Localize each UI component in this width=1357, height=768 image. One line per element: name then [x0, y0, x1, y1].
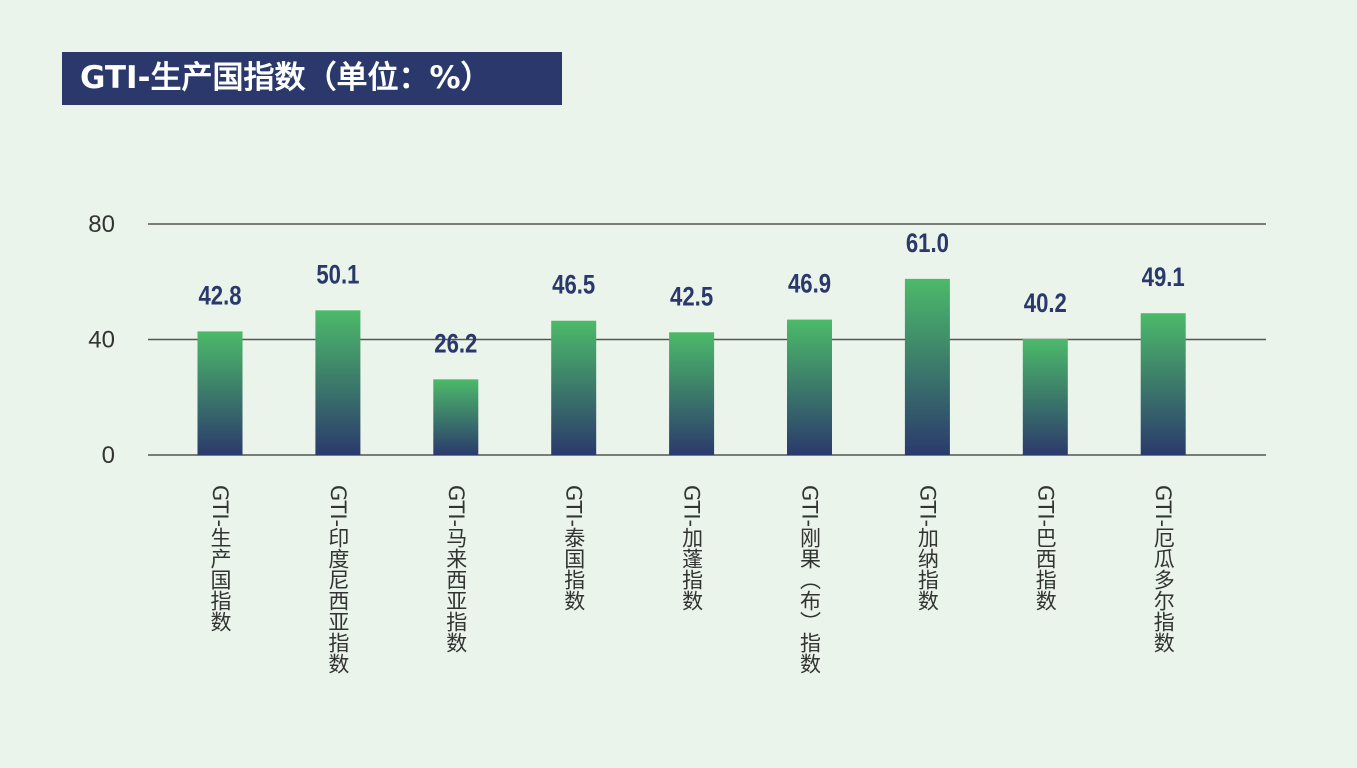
bar — [669, 332, 715, 455]
y-tick-label: 0 — [102, 442, 115, 469]
bar — [551, 320, 597, 455]
y-tick-label: 80 — [88, 211, 115, 238]
bar — [1022, 338, 1068, 455]
data-label: 49.1 — [1142, 263, 1185, 293]
data-label: 26.2 — [434, 329, 477, 359]
data-label: 40.2 — [1024, 289, 1067, 319]
data-label: 42.8 — [198, 281, 241, 311]
x-tick-label: GTI-生产国指数 — [208, 485, 232, 633]
x-tick-label: GTI-巴西指数 — [1033, 485, 1058, 612]
x-tick-label: GTI-刚果（布）指数 — [797, 485, 822, 675]
bar — [1140, 313, 1186, 455]
x-tick-label: GTI-加纳指数 — [915, 485, 940, 612]
x-tick-label: GTI-泰国指数 — [561, 485, 586, 612]
bar — [197, 331, 243, 455]
x-tick-label: GTI-印度尼西亚指数 — [325, 485, 350, 675]
bar — [315, 310, 361, 455]
data-label: 61.0 — [906, 229, 949, 259]
data-label: 46.5 — [552, 271, 595, 301]
x-tick-label: GTI-厄瓜多尔指数 — [1151, 485, 1176, 654]
chart-title: GTI-生产国指数（单位：%） — [62, 52, 562, 105]
x-tick-label: GTI-加蓬指数 — [679, 485, 704, 612]
x-tick-label: GTI-马来西亚指数 — [443, 485, 468, 654]
bar — [433, 379, 479, 455]
bar — [787, 319, 832, 455]
data-label: 42.5 — [670, 282, 713, 312]
data-label: 50.1 — [316, 260, 359, 290]
y-tick-label: 40 — [88, 327, 115, 354]
bar — [904, 278, 950, 455]
data-label: 46.9 — [788, 270, 831, 300]
